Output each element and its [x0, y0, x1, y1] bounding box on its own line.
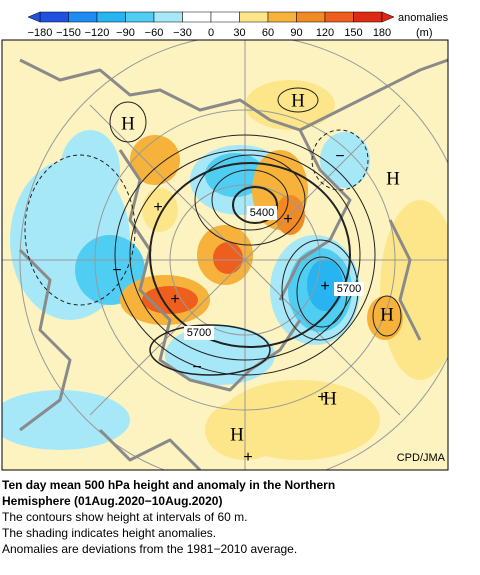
colorbar-segment: [353, 11, 383, 23]
colorbar-segment: [125, 11, 155, 23]
caption-line: Anomalies are deviations from the 1981−2…: [2, 542, 297, 556]
coastlines: [18, 58, 448, 470]
colorbar-tick-label: −150: [56, 27, 81, 39]
colorbar-tick-label: −60: [145, 27, 164, 39]
colorbar-segment: [68, 11, 98, 23]
colorbar-tick-label: −180: [28, 27, 53, 39]
colorbar-title: anomalies: [398, 12, 449, 24]
colorbar-segment: [182, 11, 212, 23]
colorbar-tick-label: 0: [208, 27, 214, 39]
colorbar-segment: [239, 11, 269, 23]
graticule: [2, 40, 448, 470]
high-label: H: [380, 304, 394, 325]
positive-center: +: [317, 389, 326, 406]
positive-center: +: [283, 211, 292, 228]
positive-center: +: [153, 199, 162, 216]
colorbar-end: [381, 11, 395, 23]
colorbar-segment: [210, 11, 240, 23]
map-frame: [1, 39, 449, 471]
high-label: H: [230, 424, 244, 445]
contour-label: 5700: [187, 327, 211, 339]
high-label: H: [323, 388, 337, 409]
contour-label: 5700: [337, 283, 361, 295]
high-label: H: [121, 113, 135, 134]
positive-center: +: [170, 291, 179, 308]
colorbar-segment: [96, 11, 126, 23]
high-label: H: [291, 90, 305, 111]
colorbar-tick-label: −120: [85, 27, 110, 39]
colorbar-tick-label: 120: [316, 27, 334, 39]
negative-center: −: [192, 359, 201, 376]
colorbar-segment: [267, 11, 297, 23]
colorbar-tick-label: 30: [233, 27, 245, 39]
high-label: H: [386, 168, 400, 189]
caption-title: Ten day mean 500 hPa height and anomaly …: [2, 478, 335, 492]
colorbar-segment: [324, 11, 354, 23]
colorbar-tick-label: −90: [116, 27, 135, 39]
anomaly-contours: [24, 129, 369, 306]
negative-center: −: [335, 148, 344, 165]
contours: [109, 87, 402, 376]
colorbar-tick-label: −30: [173, 27, 192, 39]
colorbar-tick-label: 60: [262, 27, 274, 39]
colorbar-segment: [296, 11, 326, 23]
colorbar-end: [27, 11, 41, 23]
colorbar-tick-label: 180: [373, 27, 391, 39]
caption-line: The shading indicates height anomalies.: [2, 526, 216, 540]
credit: CPD/JMA: [397, 452, 446, 464]
colorbar-segment: [153, 11, 183, 23]
colorbar-tick-label: 150: [344, 27, 362, 39]
contour-label: 5400: [250, 207, 274, 219]
positive-center: +: [320, 278, 329, 295]
caption-line: The contours show height at intervals of…: [2, 510, 247, 524]
colorbar-unit: (m): [416, 27, 433, 39]
colorbar-segment: [39, 11, 69, 23]
colorbar: −180 −150 −120 −90 −60 −30 0 30 60 90 120 150 180: [27, 11, 395, 39]
map: H H H H H H + + + + + + − − − 5400 5700 …: [2, 40, 448, 470]
negative-center: −: [112, 262, 121, 279]
caption-title: Hemisphere (01Aug.2020−10Aug.2020): [2, 494, 222, 508]
positive-center: +: [243, 449, 252, 466]
colorbar-tick-label: 90: [290, 27, 302, 39]
